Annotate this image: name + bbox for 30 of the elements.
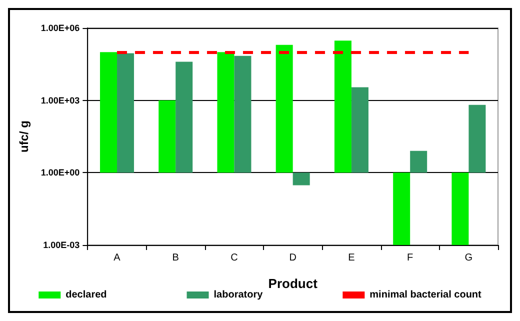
x-tick-label: A	[114, 252, 121, 264]
bar	[334, 40, 352, 173]
y-tick-label: 1.00E+06	[40, 23, 80, 33]
x-tick-label: G	[464, 252, 473, 264]
bar	[351, 87, 368, 173]
bar	[158, 100, 176, 173]
y-tick-label: 1.00E-03	[43, 240, 80, 250]
x-tick-label: B	[172, 252, 180, 264]
y-axis-title: ufc/ g	[17, 120, 31, 152]
x-tick-label: C	[230, 252, 238, 264]
bar	[116, 53, 134, 173]
x-tick-label: E	[348, 252, 356, 264]
y-tick-label: 1.00E+00	[40, 168, 80, 178]
x-axis-title: Product	[268, 276, 318, 291]
bar	[452, 172, 469, 245]
bar	[217, 52, 234, 173]
y-tick-label: 1.00E+03	[40, 95, 80, 106]
bar	[393, 172, 410, 245]
legend-label: laboratory	[214, 290, 264, 300]
bar	[176, 62, 193, 173]
x-tick-label: F	[407, 252, 414, 264]
bar	[410, 150, 428, 173]
bar	[100, 52, 117, 173]
x-tick-label: D	[289, 252, 296, 264]
legend-label: minimal bacterial count	[370, 290, 482, 300]
bar	[234, 56, 252, 173]
legend-label: declared	[66, 290, 107, 300]
bar	[276, 44, 293, 173]
bar	[468, 104, 486, 173]
bar	[292, 172, 310, 186]
